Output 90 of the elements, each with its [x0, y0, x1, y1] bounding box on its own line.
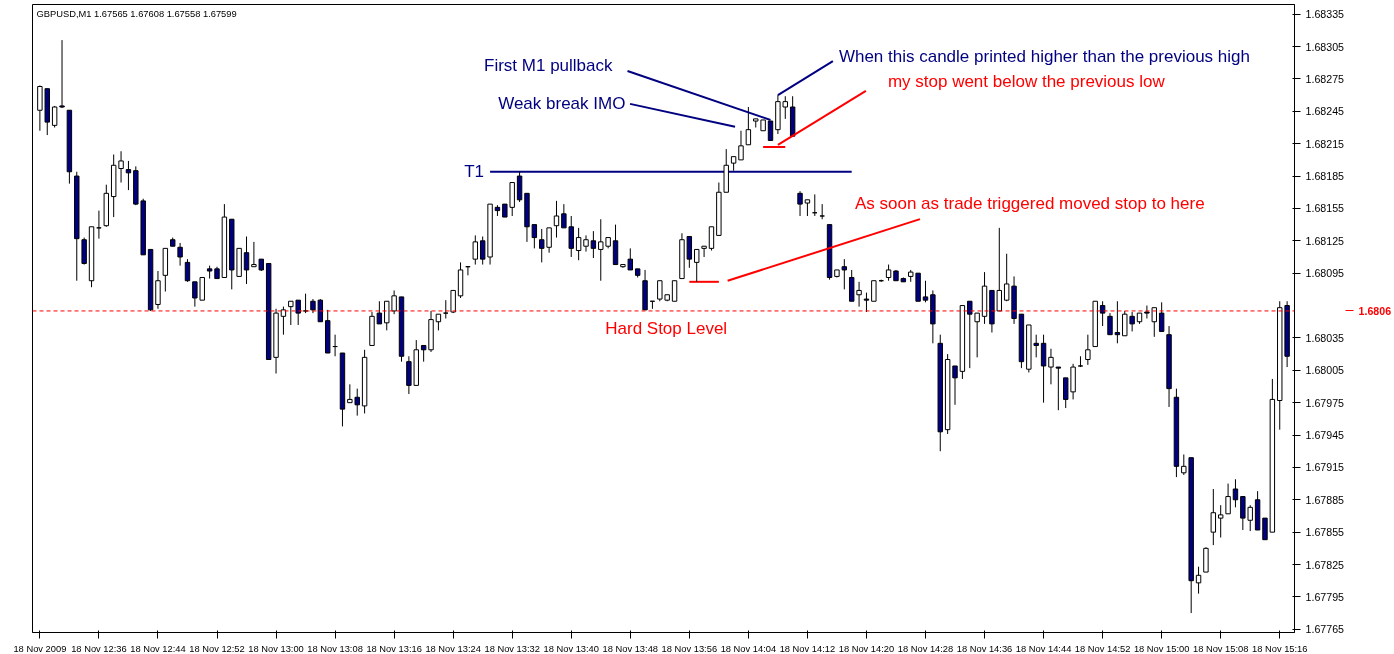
- x-tick-label: 18 Nov 13:56: [661, 643, 718, 654]
- x-tick-label: 18 Nov 14:52: [1074, 643, 1131, 654]
- x-tick-label: 18 Nov 13:16: [366, 643, 422, 654]
- y-tick-label: 1.68185: [1305, 170, 1345, 183]
- candlestick: [1114, 300, 1121, 344]
- annotation: Hard Stop Level: [605, 319, 728, 339]
- x-tick-label: 18 Nov 13:48: [602, 643, 659, 654]
- candlestick: [671, 280, 678, 302]
- y-tick-label: 1.68095: [1305, 267, 1345, 280]
- y-tick-label: 1.67975: [1305, 396, 1345, 409]
- y-tick-label: 1.68035: [1305, 331, 1345, 344]
- candlestick: [1107, 312, 1113, 336]
- candlestick: [701, 245, 707, 258]
- y-tick-label: 1.67915: [1305, 461, 1345, 474]
- y-tick-label: 1.67825: [1305, 558, 1345, 571]
- y-tick-label: 1.67945: [1305, 429, 1345, 442]
- candlestick: [376, 300, 383, 325]
- candlestick: [81, 237, 87, 266]
- candlestick: [1158, 301, 1165, 332]
- x-tick-label: 18 Nov 12:36: [71, 643, 127, 654]
- candlestick: [177, 242, 183, 267]
- candlestick: [797, 190, 803, 217]
- x-tick-label: 18 Nov 14:12: [779, 643, 836, 654]
- y-tick-label: 1.68245: [1305, 105, 1345, 118]
- chart-title: GBPUSD,M1 1.67565 1.67608 1.67558 1.67599: [36, 8, 237, 19]
- x-tick-label: 18 Nov 2009: [13, 643, 67, 654]
- y-tick-label: 1.67765: [1305, 623, 1345, 636]
- candlestick: [738, 130, 744, 161]
- candlestick: [184, 258, 191, 283]
- candlestick: [1225, 483, 1231, 515]
- x-tick-label: 18 Nov 14:44: [1015, 643, 1072, 654]
- candlestick: [1195, 566, 1202, 595]
- candlestick: [243, 235, 250, 285]
- candlestick: [1040, 334, 1047, 404]
- y-tick-label: 1.68125: [1305, 234, 1345, 247]
- annotation: As soon as trade triggered moved stop to here: [854, 193, 1205, 213]
- x-tick-label: 18 Nov 13:00: [248, 643, 304, 654]
- candlestick: [472, 234, 479, 266]
- annotation: my stop went below the previous low: [887, 72, 1166, 92]
- candlestick: [155, 270, 161, 310]
- candlestick: [952, 365, 958, 406]
- candlestick: [745, 106, 752, 146]
- candlestick: [1085, 334, 1091, 366]
- x-tick-label: 18 Nov 14:28: [897, 643, 954, 654]
- x-tick-label: 18 Nov 15:08: [1192, 643, 1249, 654]
- candlestick: [125, 160, 132, 191]
- x-tick-label: 18 Nov 13:24: [425, 643, 481, 654]
- y-tick-label: 1.68335: [1305, 8, 1345, 21]
- x-tick-label: 18 Nov 12:44: [130, 643, 186, 654]
- candlestick: [1232, 478, 1239, 508]
- candlestick: [280, 306, 287, 336]
- y-tick-label: 1.67885: [1305, 493, 1345, 506]
- y-tick-label: 1.68215: [1305, 137, 1345, 150]
- annotation: First M1 pullback: [484, 56, 614, 76]
- candlestick: [1217, 504, 1224, 539]
- annotation: Weak break IMO: [498, 94, 626, 114]
- x-tick-label: 18 Nov 15:00: [1133, 643, 1190, 654]
- candlestick: [1099, 300, 1106, 327]
- candlestick: [590, 230, 597, 259]
- y-tick-label: 1.68305: [1305, 40, 1345, 53]
- x-tick-label: 18 Nov 13:40: [543, 643, 599, 654]
- candlestick: [575, 227, 582, 261]
- x-tick-label: 18 Nov 15:16: [1251, 643, 1308, 654]
- y-tick-label: 1.67855: [1305, 526, 1345, 539]
- candlestick: [1048, 348, 1054, 385]
- x-tick-label: 18 Nov 13:32: [484, 643, 540, 654]
- candlestick: [694, 248, 700, 283]
- candlestick: [708, 226, 715, 252]
- x-tick-label: 18 Nov 14:20: [838, 643, 895, 654]
- y-tick-label: 1.68275: [1305, 72, 1345, 85]
- y-tick-label: 1.67795: [1305, 590, 1345, 603]
- x-tick-label: 18 Nov 13:08: [307, 643, 363, 654]
- x-tick-label: 18 Nov 14:36: [956, 643, 1013, 654]
- y-tick-label: 1.68005: [1305, 364, 1345, 377]
- candlestick: [612, 224, 619, 266]
- ref-line-label: 1.6806: [1358, 304, 1392, 317]
- candlestick: [922, 280, 929, 303]
- annotation: When this candle printed higher than the previous high: [838, 46, 1250, 66]
- candlestick: [1203, 546, 1209, 573]
- candlestick: [841, 258, 848, 290]
- candlestick: [583, 234, 589, 253]
- series-label: T1: [464, 162, 485, 182]
- candlestick: [1210, 488, 1217, 546]
- x-tick-label: 18 Nov 14:04: [720, 643, 777, 654]
- y-tick-label: 1.68155: [1305, 202, 1345, 215]
- candlestick: [553, 200, 560, 239]
- x-tick-label: 18 Nov 12:52: [189, 643, 245, 654]
- candlestick: [1055, 366, 1062, 411]
- candlestick: [59, 39, 65, 109]
- candlestick: [871, 280, 877, 302]
